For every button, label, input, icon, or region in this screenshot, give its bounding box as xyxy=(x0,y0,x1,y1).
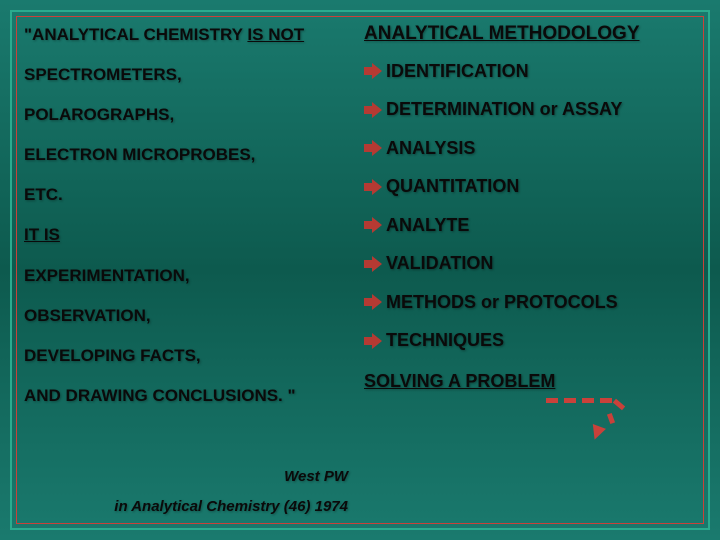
left-line-2: SPECTROMETERS, xyxy=(24,64,356,86)
left-line-7: EXPERIMENTATION, xyxy=(24,265,356,287)
left-line-4: ELECTRON MICROPROBES, xyxy=(24,144,356,166)
left-line-3: POLAROGRAPHS, xyxy=(24,104,356,126)
list-item-label: VALIDATION xyxy=(386,252,493,275)
columns: "ANALYTICAL CHEMISTRY IS NOT SPECTROMETE… xyxy=(24,18,696,522)
list-item: IDENTIFICATION xyxy=(364,60,696,83)
left-line-1: "ANALYTICAL CHEMISTRY IS NOT xyxy=(24,24,356,46)
left-line-6: IT IS xyxy=(24,224,356,246)
list-item: QUANTITATION xyxy=(364,175,696,198)
citation: West PW in Analytical Chemistry (46) 197… xyxy=(114,467,348,516)
left-line-5: ETC. xyxy=(24,184,356,206)
list-item-label: ANALYTE xyxy=(386,214,469,237)
list-item: METHODS or PROTOCOLS xyxy=(364,291,696,314)
list-item-label: DETERMINATION or ASSAY xyxy=(386,98,622,121)
citation-author: West PW xyxy=(114,467,348,487)
left-line-9: DEVELOPING FACTS, xyxy=(24,345,356,367)
dashed-arrow-icon xyxy=(546,398,666,444)
arrow-icon xyxy=(364,333,384,349)
list-item-label: IDENTIFICATION xyxy=(386,60,529,83)
left-line-1-under: IS NOT xyxy=(247,25,304,44)
arrow-icon xyxy=(364,102,384,118)
right-title: ANALYTICAL METHODOLOGY xyxy=(364,22,696,46)
right-final: SOLVING A PROBLEM xyxy=(364,370,696,393)
list-item: TECHNIQUES xyxy=(364,329,696,352)
list-item: DETERMINATION or ASSAY xyxy=(364,98,696,121)
list-item: ANALYTE xyxy=(364,214,696,237)
list-item-label: METHODS or PROTOCOLS xyxy=(386,291,618,314)
list-item: ANALYSIS xyxy=(364,137,696,160)
slide: "ANALYTICAL CHEMISTRY IS NOT SPECTROMETE… xyxy=(0,0,720,540)
left-column: "ANALYTICAL CHEMISTRY IS NOT SPECTROMETE… xyxy=(24,18,356,522)
list-item-label: QUANTITATION xyxy=(386,175,519,198)
list-item: VALIDATION xyxy=(364,252,696,275)
arrow-icon xyxy=(364,217,384,233)
arrow-icon xyxy=(364,256,384,272)
citation-source: in Analytical Chemistry (46) 1974 xyxy=(114,497,348,517)
left-line-1-prefix: "ANALYTICAL CHEMISTRY xyxy=(24,25,247,44)
left-line-10: AND DRAWING CONCLUSIONS. " xyxy=(24,385,356,407)
left-line-8: OBSERVATION, xyxy=(24,305,356,327)
arrow-icon xyxy=(364,140,384,156)
right-column: ANALYTICAL METHODOLOGY IDENTIFICATION DE… xyxy=(364,18,696,522)
list-item-label: TECHNIQUES xyxy=(386,329,504,352)
arrow-icon xyxy=(364,179,384,195)
arrow-icon xyxy=(364,63,384,79)
arrow-icon xyxy=(364,294,384,310)
list-item-label: ANALYSIS xyxy=(386,137,475,160)
